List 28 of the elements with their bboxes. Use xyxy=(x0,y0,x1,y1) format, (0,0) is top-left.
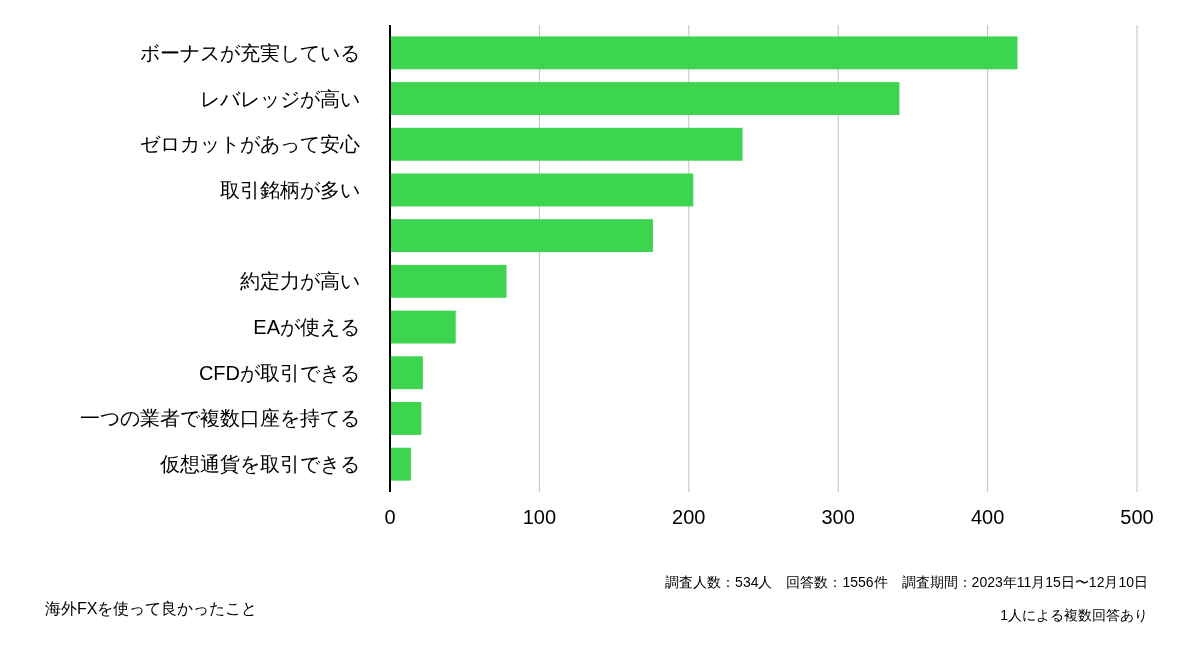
text: 海外FXを使って良かったこと xyxy=(45,600,258,617)
bar xyxy=(390,447,411,481)
y-tick-label: ボーナスが充実している xyxy=(140,41,360,64)
x-tick-label: 0 xyxy=(384,506,396,528)
x-tick-label: 400 xyxy=(970,506,1005,528)
y-tick-label: ゼロカットがあって安心 xyxy=(140,133,360,156)
bar xyxy=(390,82,900,115)
bar xyxy=(390,127,743,161)
bar xyxy=(390,173,694,207)
text: 調査人数：534人 回答数：1556件 調査期間：2023年11月15日〜12月10日 xyxy=(665,574,1148,590)
x-tick-label: 200 xyxy=(672,506,706,528)
y-tick-label: 約定力が高い xyxy=(240,270,360,293)
y-tick-label: 一つの業者で複数口座を持てる xyxy=(80,407,360,430)
bar xyxy=(390,356,423,390)
bar xyxy=(390,219,653,253)
bar xyxy=(390,264,507,298)
x-tick-label: 300 xyxy=(821,506,855,528)
bar xyxy=(390,402,422,435)
bar xyxy=(390,36,1018,70)
x-tick-label: 500 xyxy=(1120,506,1154,528)
bar xyxy=(390,310,456,344)
y-tick-label: EAが使える xyxy=(253,316,360,339)
text: 1人による複数回答あり xyxy=(1000,607,1148,623)
y-tick-label: レバレッジが高い xyxy=(200,87,360,110)
x-tick-label: 100 xyxy=(522,506,557,528)
y-tick-label: CFDが取引できる xyxy=(198,361,360,384)
y-tick-label: 仮想通貨を取引できる xyxy=(159,453,360,476)
y-tick-label: 取引銘柄が多い xyxy=(220,178,360,201)
